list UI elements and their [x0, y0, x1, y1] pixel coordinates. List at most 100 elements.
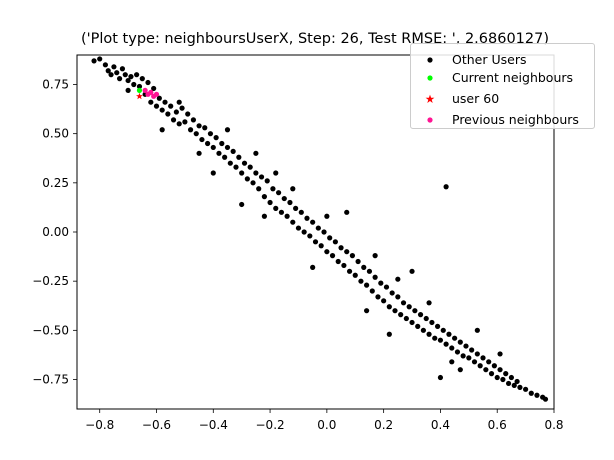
- data-point: [202, 125, 208, 131]
- data-point: [508, 374, 515, 381]
- y-tick-label: 0.25: [42, 176, 69, 190]
- data-point: [105, 68, 111, 74]
- data-point: [386, 304, 392, 310]
- data-point: [281, 195, 287, 202]
- data-point: [210, 170, 216, 176]
- data-point: [190, 117, 197, 123]
- data-point: [270, 186, 276, 192]
- legend-item-other-users: Other Users: [411, 51, 594, 69]
- data-point: [207, 131, 214, 137]
- data-point: [210, 144, 216, 151]
- data-point: [290, 186, 296, 192]
- data-point: [446, 331, 452, 337]
- data-point: [517, 384, 523, 390]
- data-point: [372, 274, 378, 280]
- data-point: [258, 174, 265, 180]
- x-tick-label: 0.2: [374, 418, 393, 432]
- legend-label: user 60: [452, 91, 500, 106]
- data-point: [261, 213, 267, 219]
- data-point: [162, 99, 168, 105]
- x-tick-label: −0.8: [85, 418, 114, 432]
- data-point: [253, 170, 259, 176]
- data-point: [298, 209, 304, 215]
- data-point: [310, 219, 316, 225]
- data-point: [329, 253, 336, 259]
- data-point: [125, 87, 131, 93]
- data-point: [230, 148, 236, 154]
- legend-item-previous-neighbours: Previous neighbours: [411, 111, 594, 129]
- data-point: [114, 70, 120, 76]
- dot-icon: [427, 57, 433, 63]
- data-point: [344, 209, 350, 215]
- data-point: [452, 335, 458, 341]
- y-tick-label: 0.00: [42, 225, 69, 239]
- x-tick-label: 0.8: [544, 418, 563, 432]
- data-point: [170, 117, 177, 123]
- data-point: [327, 235, 333, 241]
- data-point: [176, 121, 182, 127]
- data-point: [486, 359, 492, 365]
- data-point: [241, 160, 248, 166]
- data-point: [173, 109, 179, 115]
- data-point: [196, 123, 202, 129]
- data-point: [534, 392, 540, 398]
- data-point: [454, 349, 461, 355]
- data-point: [466, 355, 472, 361]
- data-point: [321, 229, 327, 235]
- dot-icon: [427, 117, 433, 123]
- data-point: [196, 150, 202, 156]
- data-point: [236, 154, 242, 160]
- data-point: [500, 376, 506, 383]
- x-tick-label: 0.4: [431, 418, 450, 432]
- legend-item-user-60: user 60: [411, 90, 594, 108]
- data-point: [199, 136, 205, 143]
- data-point: [318, 243, 324, 249]
- data-point: [176, 99, 182, 105]
- points-layer: [91, 56, 549, 402]
- data-point: [480, 355, 486, 361]
- y-tick-label: 0.50: [42, 127, 69, 141]
- data-point: [463, 343, 469, 349]
- data-point: [159, 127, 165, 133]
- data-point: [205, 140, 211, 147]
- data-point: [222, 154, 228, 160]
- data-point: [213, 135, 219, 141]
- data-point: [355, 258, 361, 265]
- data-point: [344, 249, 350, 255]
- data-point: [432, 335, 438, 341]
- data-point: [216, 150, 222, 156]
- data-point: [304, 215, 310, 221]
- data-point: [312, 239, 319, 245]
- data-point: [400, 300, 407, 306]
- data-point: [528, 390, 534, 396]
- data-point: [116, 76, 123, 82]
- legend-label: Current neighbours: [452, 70, 574, 85]
- data-point: [193, 131, 199, 137]
- data-point: [395, 276, 401, 282]
- y-axis-ticks: −0.75 −0.50 −0.25 0.00 0.25 0.50 0.75: [32, 78, 77, 387]
- y-tick-label: −0.25: [32, 274, 69, 288]
- legend-item-current-neighbours: Current neighbours: [411, 69, 594, 87]
- data-point: [409, 268, 415, 274]
- data-point: [417, 312, 424, 318]
- data-point: [457, 367, 463, 373]
- data-point: [358, 278, 364, 284]
- data-point: [131, 81, 137, 88]
- data-point: [449, 359, 455, 365]
- data-point: [491, 363, 497, 369]
- data-point: [253, 150, 259, 156]
- data-point: [153, 91, 160, 97]
- data-point: [102, 62, 108, 68]
- data-point: [420, 327, 426, 333]
- data-point: [284, 213, 290, 219]
- data-point: [159, 107, 165, 113]
- data-point: [497, 351, 503, 357]
- data-point: [148, 99, 154, 105]
- data-point: [295, 225, 302, 231]
- data-point: [372, 253, 378, 259]
- data-point: [287, 199, 293, 206]
- data-point: [338, 245, 344, 251]
- data-point: [224, 144, 231, 151]
- data-point: [168, 103, 174, 109]
